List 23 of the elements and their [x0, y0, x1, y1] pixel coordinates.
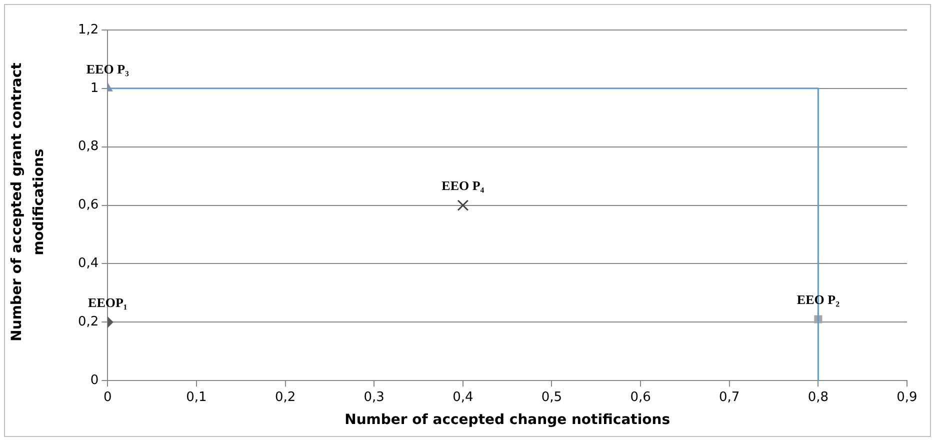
annotation: EEO P₃: [86, 61, 130, 76]
x-axis-title: Number of accepted change notifications: [344, 412, 670, 428]
x-tick-label: 0,3: [364, 390, 384, 405]
x-tick-label: 0,2: [274, 390, 296, 405]
y-tick-label: 0,6: [78, 198, 99, 213]
annotation: EEOP₁: [88, 295, 128, 310]
x-tick-label: 0,7: [719, 390, 740, 405]
y-tick-label: 0: [90, 372, 99, 388]
annotation: EEO P₄: [442, 178, 484, 194]
x-tick-label: 0,4: [452, 390, 474, 405]
y-tick-label: 0,8: [78, 139, 99, 154]
y-tick-label: 1,2: [78, 22, 99, 38]
x-tick-label: 0,5: [541, 390, 562, 405]
x-tick-label: 0,9: [896, 390, 918, 405]
y-tick-label: 0,4: [78, 256, 99, 272]
y-tick-label: 1: [90, 80, 99, 96]
x-tick-label: 0,1: [186, 390, 207, 405]
x-tick-label: 0,8: [808, 390, 829, 405]
y-tick-label: 0,2: [78, 314, 99, 330]
x-tick-label: 0: [104, 390, 112, 405]
x-tick-label: 0,6: [630, 390, 651, 405]
point: [457, 200, 469, 211]
y-axis-title: Number of accepted grant contract modifications: [8, 62, 48, 344]
